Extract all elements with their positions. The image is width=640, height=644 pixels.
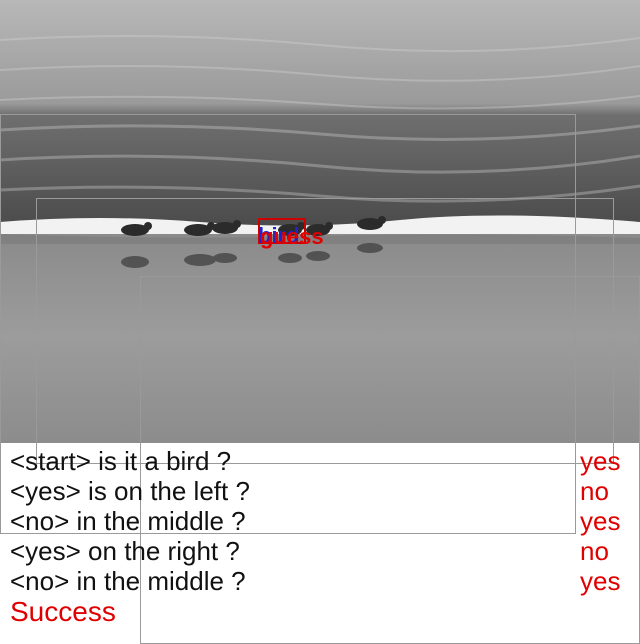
dialogue-row: <no> in the middle ? yes — [0, 566, 640, 596]
object-label-over: guess — [260, 224, 324, 249]
question-text: <yes> is on the left ? — [10, 476, 250, 506]
question-text: <start> is it a bird ? — [10, 446, 232, 476]
result-text: Success — [10, 596, 116, 627]
answer-text: no — [580, 476, 609, 506]
answer-text: yes — [580, 506, 621, 536]
answer-text: yes — [580, 446, 621, 476]
dialogue-row: <yes> on the right ? no — [0, 536, 640, 566]
dialogue-list: <start> is it a bird ? yes <yes> is on t… — [0, 446, 640, 596]
question-text: <no> in the middle ? — [10, 566, 246, 596]
answer-text: no — [580, 536, 609, 566]
answer-text: yes — [580, 566, 621, 596]
dialogue-row: <start> is it a bird ? yes — [0, 446, 640, 476]
dialogue-row: <yes> is on the left ? no — [0, 476, 640, 506]
beach-birds-photo — [0, 0, 640, 443]
question-text: <no> in the middle ? — [10, 506, 246, 536]
target-box — [258, 218, 306, 244]
question-text: <yes> on the right ? — [10, 536, 240, 566]
dialogue-row: <no> in the middle ? yes — [0, 506, 640, 536]
object-label-under: bird — [258, 223, 300, 248]
